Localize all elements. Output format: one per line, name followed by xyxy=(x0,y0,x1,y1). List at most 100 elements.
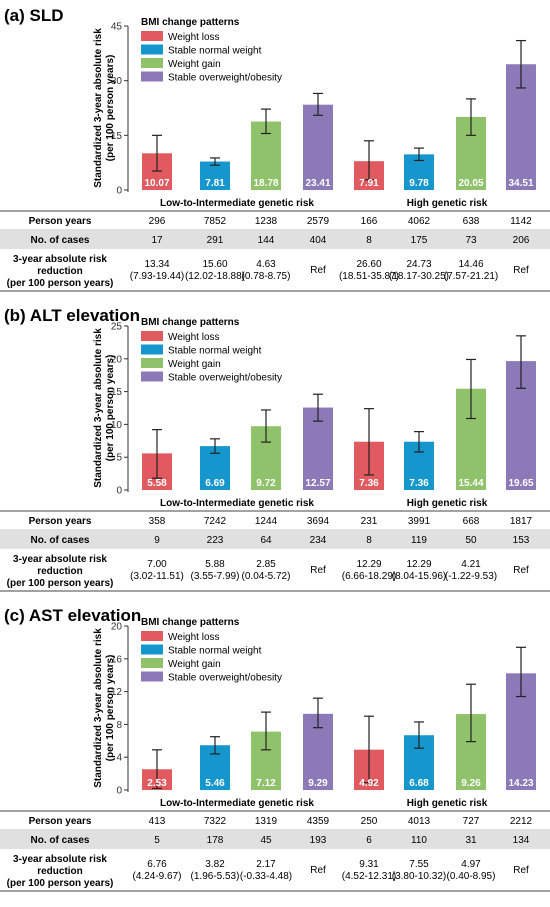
legend-title: BMI change patterns xyxy=(141,17,240,28)
legend-swatch xyxy=(141,71,163,82)
reduction-ci-cell: (-1.22-9.53) xyxy=(445,571,497,582)
reduction-ci-cell: (3.02-11.51) xyxy=(130,571,184,582)
cases-cell: 45 xyxy=(260,835,272,846)
person-years-cell: 7242 xyxy=(204,516,227,527)
y-tick-label: 16 xyxy=(111,654,123,665)
y-tick-label: 25 xyxy=(111,322,123,333)
reduction-ci-cell: (18.51-35.87) xyxy=(339,271,399,282)
bar-value-label: 7.36 xyxy=(359,478,379,489)
reduction-ci-cell: (4.52-12.31) xyxy=(342,871,396,882)
bar-value-label: 19.65 xyxy=(508,478,533,489)
bar-value-label: 7.81 xyxy=(205,178,225,189)
person-years-cell: 727 xyxy=(463,816,480,827)
legend: BMI change patterns Weight loss Stable nor… xyxy=(141,17,282,84)
legend: BMI change patterns Weight loss Stable nor… xyxy=(141,317,282,384)
reduction-cell: 6.76 xyxy=(147,859,167,870)
cases-cell: 291 xyxy=(207,235,224,246)
y-tick-label: 30 xyxy=(111,76,123,87)
person-years-cell: 1244 xyxy=(255,516,278,527)
y-axis-label: Standardized 3-year absolute risk xyxy=(93,628,104,788)
panel-title: (a) SLD xyxy=(4,6,64,25)
bar-value-label: 15.44 xyxy=(458,478,483,489)
reduction-cell: 12.29 xyxy=(406,559,431,570)
cases-cell: 153 xyxy=(513,535,530,546)
y-tick-label: 0 xyxy=(116,486,122,497)
reduction-cell: Ref xyxy=(513,865,529,876)
row-label-reduction: (per 100 person years) xyxy=(7,278,114,289)
legend-swatch xyxy=(141,671,163,682)
y-axis-label-unit: (per 100 person years) xyxy=(105,55,116,162)
cases-cell: 223 xyxy=(207,535,224,546)
cases-cell: 110 xyxy=(411,835,427,846)
y-tick-label: 10 xyxy=(111,420,123,431)
legend-swatch xyxy=(141,44,163,55)
y-tick-label: 0 xyxy=(116,186,122,197)
cases-cell: 50 xyxy=(465,535,477,546)
cases-cell: 64 xyxy=(260,535,272,546)
row-label-cases: No. of cases xyxy=(31,835,90,846)
reduction-cell: 2.17 xyxy=(256,859,276,870)
bar-value-label: 18.78 xyxy=(253,178,278,189)
person-years-cell: 2212 xyxy=(510,816,533,827)
reduction-cell: 4.21 xyxy=(461,559,481,570)
reduction-cell: 15.60 xyxy=(202,259,227,270)
person-years-cell: 638 xyxy=(463,216,480,227)
cases-cell: 178 xyxy=(207,835,224,846)
person-years-cell: 1142 xyxy=(510,216,532,227)
person-years-cell: 4359 xyxy=(307,816,330,827)
reduction-cell: 5.88 xyxy=(205,559,225,570)
reduction-cell: Ref xyxy=(310,265,326,276)
group-label: Low-to-Intermediate genetic risk xyxy=(160,198,314,209)
bar-value-label: 20.05 xyxy=(458,178,483,189)
legend-swatch xyxy=(141,31,163,41)
cases-cell: 8 xyxy=(366,235,372,246)
y-tick-label: 20 xyxy=(111,354,123,365)
bar-value-label: 7.36 xyxy=(409,478,429,489)
chart-panel-0: (a) SLD 0 15 30 45 Standardized 3-year absolu… xyxy=(0,6,550,292)
cases-cell: 206 xyxy=(513,235,530,246)
legend-item: Weight loss xyxy=(168,332,220,343)
legend-item: Stable normal weight xyxy=(168,46,262,57)
y-tick-label: 8 xyxy=(116,720,122,731)
legend-swatch xyxy=(141,358,163,368)
legend-item: Stable overweight/obesity xyxy=(168,673,282,684)
cases-cell: 193 xyxy=(310,835,327,846)
person-years-cell: 1817 xyxy=(510,516,533,527)
reduction-cell: 2.85 xyxy=(256,559,276,570)
cases-row-shade xyxy=(0,529,550,549)
cases-cell: 404 xyxy=(310,235,327,246)
reduction-cell: Ref xyxy=(513,565,529,576)
cases-cell: 6 xyxy=(366,835,372,846)
y-axis-label-unit: (per 100 person years) xyxy=(105,355,116,462)
y-axis-label: Standardized 3-year absolute risk xyxy=(93,28,104,188)
reduction-cell: 3.82 xyxy=(205,859,225,870)
bar-value-label: 4.92 xyxy=(359,778,379,789)
reduction-ci-cell: (7.93-19.44) xyxy=(130,271,184,282)
cases-cell: 9 xyxy=(154,535,160,546)
person-years-cell: 3991 xyxy=(408,516,431,527)
group-label: High genetic risk xyxy=(407,498,488,509)
bar-value-label: 2.53 xyxy=(147,778,167,789)
reduction-cell: Ref xyxy=(513,265,529,276)
chart-panel-2: (c) AST elevation 0 4 8 12 16 20 Standardized 3… xyxy=(0,606,550,892)
reduction-ci-cell: (8.04-15.96) xyxy=(392,571,446,582)
reduction-ci-cell: (0.40-8.95) xyxy=(447,871,496,882)
reduction-cell: Ref xyxy=(310,565,326,576)
legend-swatch xyxy=(141,658,163,668)
person-years-cell: 668 xyxy=(463,516,480,527)
cases-cell: 119 xyxy=(411,535,427,546)
cases-cell: 144 xyxy=(258,235,275,246)
reduction-ci-cell: (0.78-8.75) xyxy=(242,271,291,282)
row-label-reduction: 3-year absolute risk xyxy=(13,854,107,865)
bar-value-label: 9.29 xyxy=(308,778,328,789)
cases-row-shade xyxy=(0,229,550,249)
y-tick-label: 4 xyxy=(116,753,122,764)
group-label: High genetic risk xyxy=(407,798,488,809)
row-label-reduction: reduction xyxy=(37,566,83,577)
legend-swatch xyxy=(141,644,163,655)
row-label-reduction: 3-year absolute risk xyxy=(13,254,107,265)
legend-item: Weight gain xyxy=(168,659,221,670)
legend-swatch xyxy=(141,371,163,382)
y-tick-label: 15 xyxy=(111,387,123,398)
row-label-person-years: Person years xyxy=(29,816,92,827)
